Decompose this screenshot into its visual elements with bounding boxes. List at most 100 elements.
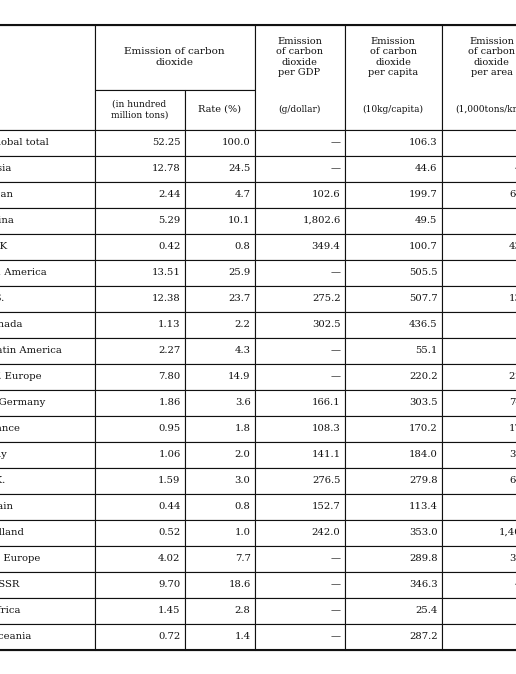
Text: 2.27: 2.27 bbox=[158, 346, 181, 355]
Text: (10kg/capita): (10kg/capita) bbox=[363, 105, 424, 114]
Text: 100.7: 100.7 bbox=[409, 242, 438, 251]
Text: 49.5: 49.5 bbox=[415, 216, 438, 225]
Bar bbox=[185, 597, 254, 623]
Text: 276.5: 276.5 bbox=[312, 476, 341, 485]
Text: 2.44: 2.44 bbox=[158, 190, 181, 199]
Text: 303.5: 303.5 bbox=[409, 398, 438, 407]
Bar bbox=[345, 572, 442, 597]
Bar bbox=[185, 181, 254, 208]
Text: 1.13: 1.13 bbox=[158, 320, 181, 329]
Bar bbox=[442, 156, 516, 181]
Text: Japan: Japan bbox=[0, 190, 13, 199]
Bar bbox=[0, 545, 94, 572]
Text: Italy: Italy bbox=[0, 450, 7, 459]
Text: 10.9: 10.9 bbox=[515, 346, 516, 355]
Text: 18.6: 18.6 bbox=[228, 580, 250, 589]
Text: (g/dollar): (g/dollar) bbox=[278, 105, 320, 114]
Text: Rate (%): Rate (%) bbox=[198, 105, 241, 114]
Text: 645.2: 645.2 bbox=[509, 190, 516, 199]
Text: —: — bbox=[331, 606, 341, 615]
Bar bbox=[185, 545, 254, 572]
Bar bbox=[345, 208, 442, 233]
Bar bbox=[94, 129, 185, 156]
Text: 199.7: 199.7 bbox=[409, 190, 438, 199]
Text: 113.4: 113.4 bbox=[409, 502, 438, 511]
Text: ○ Oceania: ○ Oceania bbox=[0, 632, 32, 641]
Text: —: — bbox=[331, 268, 341, 277]
Text: U.S.: U.S. bbox=[0, 294, 5, 303]
Bar bbox=[0, 181, 94, 208]
Bar bbox=[254, 363, 345, 390]
Bar bbox=[254, 129, 345, 156]
Bar bbox=[345, 520, 442, 545]
Bar bbox=[185, 311, 254, 338]
Bar bbox=[442, 286, 516, 311]
Bar bbox=[254, 311, 345, 338]
Bar bbox=[0, 24, 94, 129]
Bar bbox=[254, 441, 345, 468]
Text: 302.5: 302.5 bbox=[312, 320, 341, 329]
Text: 315.0: 315.0 bbox=[509, 554, 516, 563]
Bar bbox=[442, 259, 516, 286]
Bar bbox=[254, 259, 345, 286]
Text: —: — bbox=[331, 554, 341, 563]
Text: 217.0: 217.0 bbox=[509, 372, 516, 381]
Bar bbox=[0, 441, 94, 468]
Text: ○ N. America: ○ N. America bbox=[0, 268, 47, 277]
Text: ○ Africa: ○ Africa bbox=[0, 606, 21, 615]
Bar bbox=[345, 597, 442, 623]
Text: Emission
of carbon
dioxide
per GDP: Emission of carbon dioxide per GDP bbox=[276, 37, 323, 77]
Bar bbox=[254, 338, 345, 363]
Bar bbox=[345, 390, 442, 415]
Bar bbox=[185, 572, 254, 597]
Text: 0.8: 0.8 bbox=[235, 502, 250, 511]
Text: 3.0: 3.0 bbox=[235, 476, 250, 485]
Bar bbox=[185, 415, 254, 441]
Bar bbox=[0, 493, 94, 520]
Text: China: China bbox=[0, 216, 14, 225]
Bar bbox=[94, 545, 185, 572]
Text: 1.4: 1.4 bbox=[234, 632, 250, 641]
Text: 1.59: 1.59 bbox=[158, 476, 181, 485]
Text: Spain: Spain bbox=[0, 502, 13, 511]
Bar bbox=[94, 468, 185, 493]
Bar bbox=[185, 208, 254, 233]
Bar bbox=[185, 363, 254, 390]
Text: —: — bbox=[331, 372, 341, 381]
Text: 2.0: 2.0 bbox=[235, 450, 250, 459]
Text: —: — bbox=[331, 580, 341, 589]
Bar bbox=[254, 520, 345, 545]
Bar bbox=[0, 338, 94, 363]
Text: 7.80: 7.80 bbox=[158, 372, 181, 381]
Bar bbox=[185, 468, 254, 493]
Bar bbox=[94, 311, 185, 338]
Bar bbox=[94, 597, 185, 623]
Bar bbox=[442, 623, 516, 650]
Text: 505.5: 505.5 bbox=[409, 268, 438, 277]
Bar bbox=[254, 493, 345, 520]
Bar bbox=[442, 520, 516, 545]
Bar bbox=[185, 441, 254, 468]
Bar bbox=[0, 233, 94, 259]
Text: 279.8: 279.8 bbox=[409, 476, 438, 485]
Text: (in hundred
million tons): (in hundred million tons) bbox=[111, 100, 168, 119]
Text: 289.8: 289.8 bbox=[409, 554, 438, 563]
Bar bbox=[94, 208, 185, 233]
Text: 12.38: 12.38 bbox=[152, 294, 181, 303]
Bar bbox=[0, 286, 94, 311]
Bar bbox=[0, 390, 94, 415]
Text: 275.2: 275.2 bbox=[312, 294, 341, 303]
Bar bbox=[94, 415, 185, 441]
Text: 1,802.6: 1,802.6 bbox=[302, 216, 341, 225]
Bar bbox=[185, 286, 254, 311]
Bar bbox=[442, 24, 516, 129]
Bar bbox=[94, 520, 185, 545]
Text: 69.8: 69.8 bbox=[515, 268, 516, 277]
Text: 4.02: 4.02 bbox=[158, 554, 181, 563]
Bar bbox=[185, 129, 254, 156]
Text: 166.1: 166.1 bbox=[312, 398, 341, 407]
Text: 25.4: 25.4 bbox=[415, 606, 438, 615]
Bar bbox=[94, 156, 185, 181]
Text: 349.4: 349.4 bbox=[312, 242, 341, 251]
Bar bbox=[254, 623, 345, 650]
